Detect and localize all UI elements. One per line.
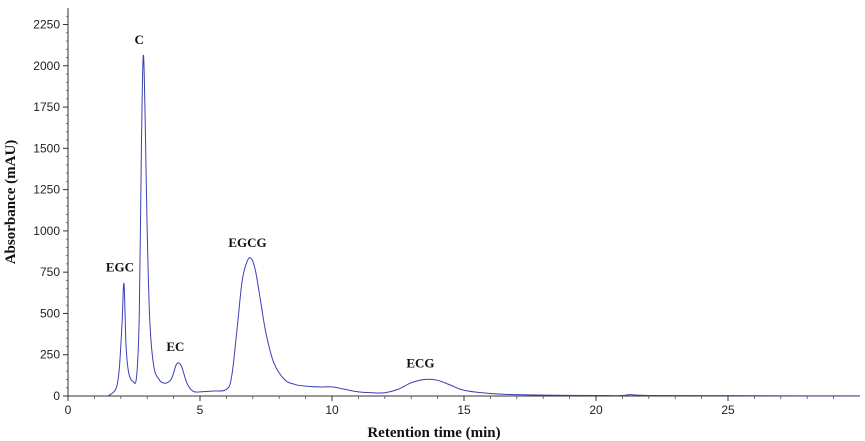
peak-label: EGCG [228,235,266,250]
peak-label: C [135,32,144,47]
chromatogram-trace [107,54,861,397]
y-tick-label: 1750 [33,100,60,114]
peak-label: ECG [406,355,434,370]
y-tick-label: 250 [40,348,60,362]
y-tick-label: 2000 [33,59,60,73]
y-tick-label: 1500 [33,141,60,155]
x-tick-label: 15 [457,403,471,417]
x-tick-label: 10 [325,403,339,417]
x-tick-label: 25 [721,403,735,417]
x-tick-label: 0 [65,403,72,417]
annotation-layer: EGC C EC EGCG ECG [106,32,435,371]
axes: 0 250 500 750 1000 1250 1500 1750 2000 2250 0 5 10 15… [33,8,860,417]
peak-label: EGC [106,260,134,275]
x-tick-label: 20 [589,403,603,417]
series-layer [107,54,861,397]
y-tick-label: 0 [53,389,60,403]
y-axis-title: Absorbance (mAU) [3,140,19,265]
y-tick-label: 2250 [33,18,60,32]
y-tick-label: 750 [40,265,60,279]
y-tick-label: 1250 [33,183,60,197]
y-tick-label: 500 [40,306,60,320]
y-tick-label: 1000 [33,224,60,238]
peak-label: EC [166,339,184,354]
x-tick-label: 5 [197,403,204,417]
x-axis-title: Retention time (min) [367,425,500,441]
